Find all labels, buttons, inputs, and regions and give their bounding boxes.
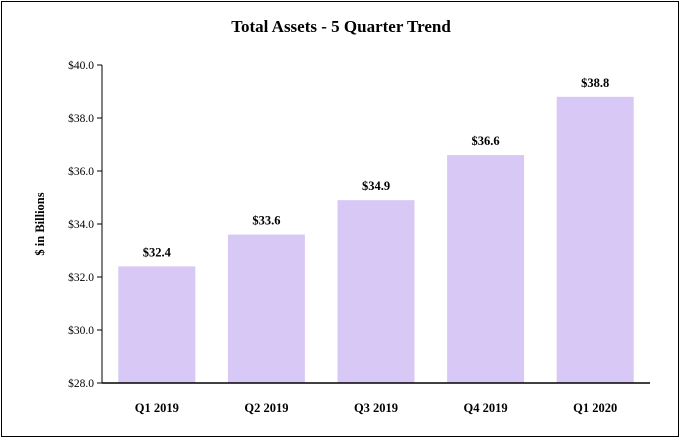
axes: Q1 2019 Q2 2019 Q3 2019 Q4 2019 Q1 2020 $28.0…: [68, 59, 650, 415]
bar-4: [447, 155, 525, 383]
bar-2: [227, 234, 305, 383]
y-axis-label: $ in Billions: [33, 192, 47, 255]
x-tick-label-1: Q1 2019: [135, 401, 179, 415]
data-label-4: $36.6: [472, 134, 500, 148]
x-tick-label-4: Q4 2019: [464, 401, 508, 415]
chart-title: Total Assets - 5 Quarter Trend: [231, 17, 451, 36]
y-tick-label-4: $34.0: [68, 218, 94, 231]
bar-3: [337, 200, 415, 383]
y-tick-label-5: $36.0: [68, 165, 94, 178]
x-tick-label-3: Q3 2019: [354, 401, 398, 415]
data-label-1: $32.4: [143, 245, 172, 259]
data-label-2: $33.6: [252, 214, 280, 228]
bar-1: [118, 266, 196, 383]
y-tick-label-3: $32.0: [68, 271, 94, 284]
bar-5: [556, 96, 634, 384]
data-label-5: $38.8: [581, 76, 609, 90]
y-tick-label-7: $40.0: [68, 59, 94, 72]
bars: $32.4 $33.6 $34.9 $36.6 $38.8: [118, 76, 634, 384]
y-tick-label-1: $28.0: [68, 377, 94, 390]
x-tick-label-2: Q2 2019: [244, 401, 288, 415]
y-tick-label-6: $38.0: [68, 112, 94, 125]
y-tick-label-2: $30.0: [68, 324, 94, 337]
data-label-3: $34.9: [362, 179, 390, 193]
x-tick-label-5: Q1 2020: [573, 401, 617, 415]
